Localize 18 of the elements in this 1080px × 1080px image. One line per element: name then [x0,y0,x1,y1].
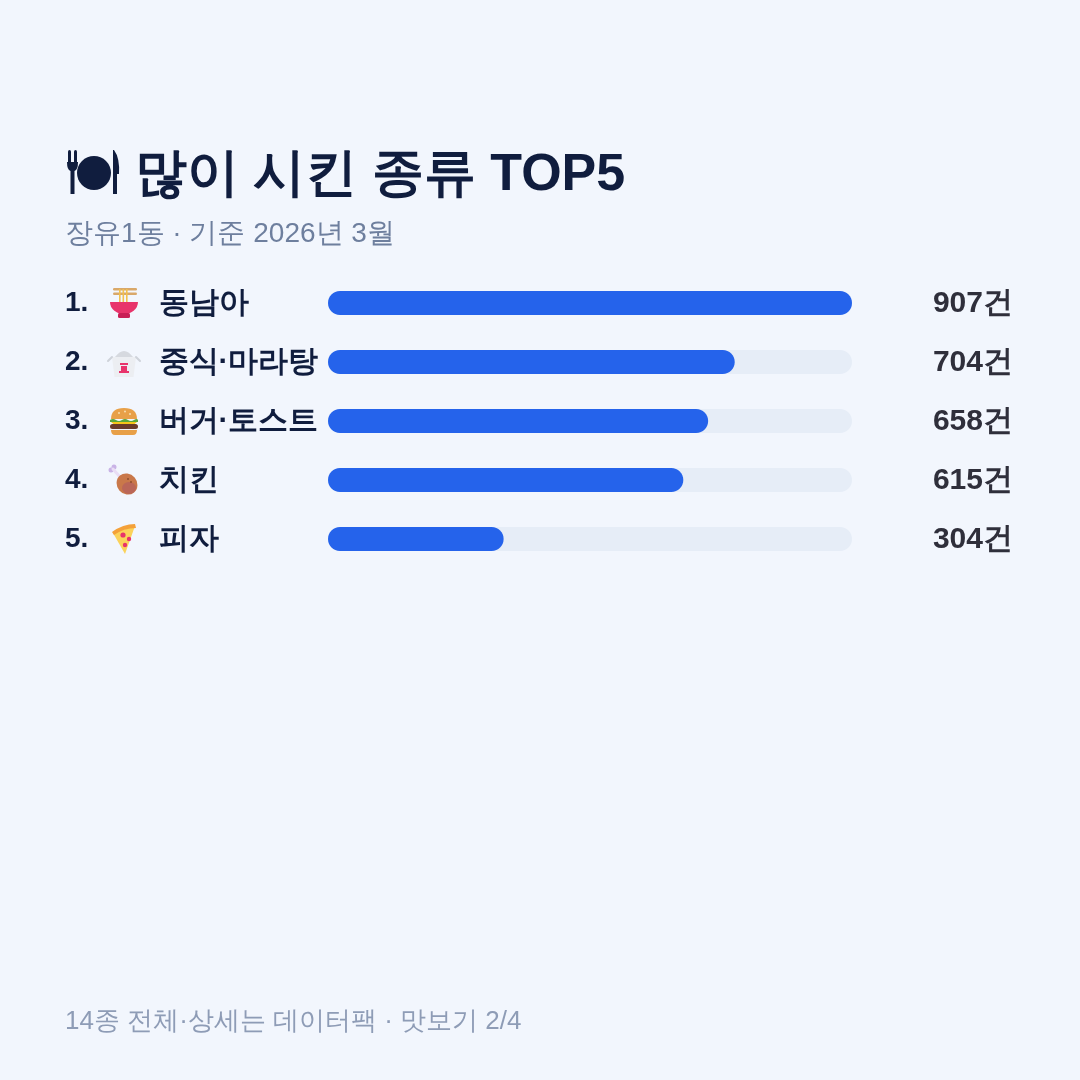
data-label: 907건 [932,285,1013,318]
data-label: 658건 [932,403,1013,436]
chart-subtitle: 장유1동 · 기준 2026년 3월 [65,216,395,250]
data-label: 304건 [932,521,1013,554]
y-tick-label: 버거·토스트 [158,403,319,436]
text: 1. [65,286,89,317]
chart-title: 많이 시킨 종류 TOP5 [135,142,626,203]
text: 14종 전체·상세는 데이터팩 · 맛보기 2/4 [65,1004,522,1037]
y-tick-label: 치킨 [158,462,219,495]
y-tick-label: 피자 [158,521,219,554]
data-label: 615건 [932,462,1013,495]
text: 3. [65,404,89,435]
text: 2. [65,345,89,376]
y-tick-label: 중식·마라탕 [158,344,319,377]
text: 5. [65,522,89,553]
y-tick-label: 동남아 [158,285,249,318]
text: 4. [65,463,89,494]
data-label: 704건 [932,344,1013,377]
